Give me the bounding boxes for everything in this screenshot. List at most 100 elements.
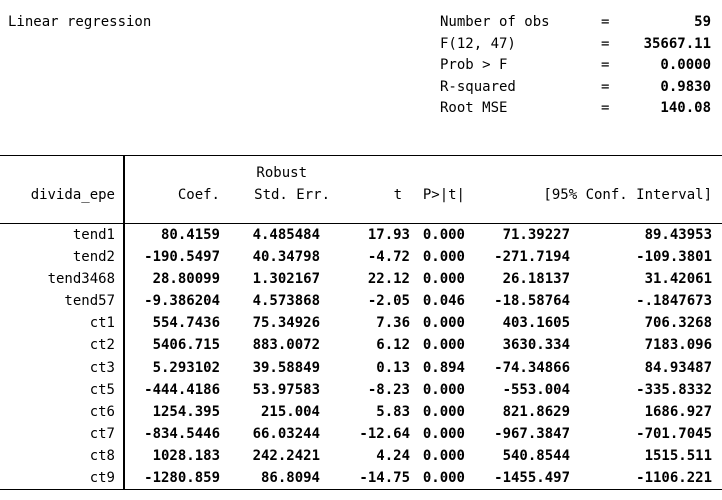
cell-ci-low: -1455.497 xyxy=(494,470,570,487)
cell-t: -12.64 xyxy=(359,425,410,442)
table-row: tend57 -9.386204 4.573868 -2.05 0.046 -1… xyxy=(0,290,722,312)
cell-coef: 28.80099 xyxy=(152,271,220,288)
cell-ci-low: 540.8544 xyxy=(502,447,570,464)
regression-title: Linear regression xyxy=(8,14,152,30)
table-row: ct3 5.293102 39.58849 0.13 0.894 -74.348… xyxy=(0,357,722,379)
cell-std-err: 1.302167 xyxy=(252,271,320,288)
table-bottom-rule xyxy=(0,489,722,491)
cell-ci-low: -74.34866 xyxy=(494,359,570,376)
stat-value: 59 xyxy=(694,14,711,30)
cell-std-err: 53.97583 xyxy=(252,381,320,398)
table-header-overline-row: Robust xyxy=(0,162,307,184)
stat-value: 0.9830 xyxy=(660,78,711,95)
row-variable-name: ct2 xyxy=(89,337,115,354)
cell-t: 0.13 xyxy=(376,359,410,376)
row-variable-name: ct8 xyxy=(89,447,115,464)
cell-ci-high: 1515.511 xyxy=(644,447,712,464)
cell-t: 6.12 xyxy=(376,337,410,354)
row-variable-name: ct3 xyxy=(89,359,115,376)
cell-std-err: 4.485484 xyxy=(252,227,320,243)
cell-ci-low: -271.7194 xyxy=(494,249,570,266)
row-variable-name: ct1 xyxy=(89,315,115,332)
row-variable-name: tend57 xyxy=(64,293,115,310)
table-row: ct8 1028.183 242.2421 4.24 0.000 540.854… xyxy=(0,445,722,467)
col-header-p-value: P>|t| xyxy=(422,187,465,203)
cell-p-value: 0.894 xyxy=(422,359,465,376)
cell-std-err: 883.0072 xyxy=(252,337,320,354)
col-header-std-err: Std. Err. xyxy=(254,187,330,203)
cell-ci-high: -.1847673 xyxy=(636,293,712,310)
cell-coef: -834.5446 xyxy=(144,425,220,442)
cell-std-err: 86.8094 xyxy=(260,470,320,487)
results-table: Robust divida_epe Coef. Std. Err. t P>|t… xyxy=(0,155,722,491)
stat-label: Prob > F xyxy=(440,57,508,74)
dependent-variable-label: divida_epe xyxy=(30,187,115,203)
stat-row: Number of obs = 59 xyxy=(440,12,711,34)
table-header: Robust divida_epe Coef. Std. Err. t P>|t… xyxy=(0,156,722,223)
cell-p-value: 0.000 xyxy=(422,470,465,487)
cell-coef: 1028.183 xyxy=(152,447,220,464)
table-row: ct6 1254.395 215.004 5.83 0.000 821.8629… xyxy=(0,401,722,423)
cell-ci-low: 3630.334 xyxy=(502,337,570,354)
cell-ci-high: 84.93487 xyxy=(644,359,712,376)
cell-coef: 1254.395 xyxy=(152,403,220,420)
cell-t: 17.93 xyxy=(367,227,410,243)
cell-std-err: 75.34926 xyxy=(252,315,320,332)
row-variable-name: ct7 xyxy=(89,425,115,442)
stat-equals-sign: = xyxy=(601,100,610,117)
cell-ci-high: 1686.927 xyxy=(644,403,712,420)
cell-ci-high: 706.3268 xyxy=(644,315,712,332)
row-variable-name: ct6 xyxy=(89,403,115,420)
cell-ci-low: 821.8629 xyxy=(502,403,570,420)
cell-coef: 5.293102 xyxy=(152,359,220,376)
stat-label: R-squared xyxy=(440,78,516,95)
cell-ci-low: 403.1605 xyxy=(502,315,570,332)
col-header-coef: Coef. xyxy=(177,187,220,203)
col-header-t: t xyxy=(393,187,402,203)
cell-t: 22.12 xyxy=(367,271,410,288)
stat-equals-sign: = xyxy=(601,35,610,52)
cell-t: 5.83 xyxy=(376,403,410,420)
table-top-rule xyxy=(0,155,722,156)
cell-ci-low: 71.39227 xyxy=(502,227,570,243)
cell-std-err: 4.573868 xyxy=(252,293,320,310)
cell-t: -14.75 xyxy=(359,470,410,487)
table-row: ct7 -834.5446 66.03244 -12.64 0.000 -967… xyxy=(0,423,722,445)
table-body: tend1 80.4159 4.485484 17.93 0.000 71.39… xyxy=(0,224,722,489)
stat-label: F(12, 47) xyxy=(440,35,516,52)
row-variable-name: tend2 xyxy=(72,249,115,266)
cell-p-value: 0.000 xyxy=(422,227,465,243)
table-row: tend3468 28.80099 1.302167 22.12 0.000 2… xyxy=(0,268,722,290)
table-vertical-divider xyxy=(123,155,125,491)
table-row: ct2 5406.715 883.0072 6.12 0.000 3630.33… xyxy=(0,334,722,356)
stat-equals-sign: = xyxy=(601,57,610,74)
cell-p-value: 0.000 xyxy=(422,249,465,266)
table-header-separator-rule xyxy=(0,223,722,224)
table-row: ct5 -444.4186 53.97583 -8.23 0.000 -553.… xyxy=(0,379,722,401)
row-variable-name: tend1 xyxy=(72,227,115,243)
cell-ci-low: -967.3847 xyxy=(494,425,570,442)
stat-row: Root MSE = 140.08 xyxy=(440,98,711,120)
cell-p-value: 0.046 xyxy=(422,293,465,310)
cell-t: -4.72 xyxy=(367,249,410,266)
cell-ci-high: 7183.096 xyxy=(644,337,712,354)
cell-ci-high: -701.7045 xyxy=(636,425,712,442)
stat-row: F(12, 47) = 35667.11 xyxy=(440,34,711,56)
cell-coef: 80.4159 xyxy=(160,227,220,243)
cell-coef: 554.7436 xyxy=(152,315,220,332)
stat-equals-sign: = xyxy=(601,14,610,30)
table-header-row: divida_epe Coef. Std. Err. t P>|t| [95% … xyxy=(0,184,722,206)
stat-equals-sign: = xyxy=(601,78,610,95)
cell-ci-high: -109.3801 xyxy=(636,249,712,266)
cell-ci-low: -18.58764 xyxy=(494,293,570,310)
stat-label: Number of obs xyxy=(440,14,550,30)
table-row: ct9 -1280.859 86.8094 -14.75 0.000 -1455… xyxy=(0,467,722,489)
cell-ci-high: -1106.221 xyxy=(636,470,712,487)
stat-row: R-squared = 0.9830 xyxy=(440,77,711,99)
cell-t: 7.36 xyxy=(376,315,410,332)
cell-p-value: 0.000 xyxy=(422,337,465,354)
cell-p-value: 0.000 xyxy=(422,381,465,398)
cell-ci-high: -335.8332 xyxy=(636,381,712,398)
cell-coef: -1280.859 xyxy=(144,470,220,487)
